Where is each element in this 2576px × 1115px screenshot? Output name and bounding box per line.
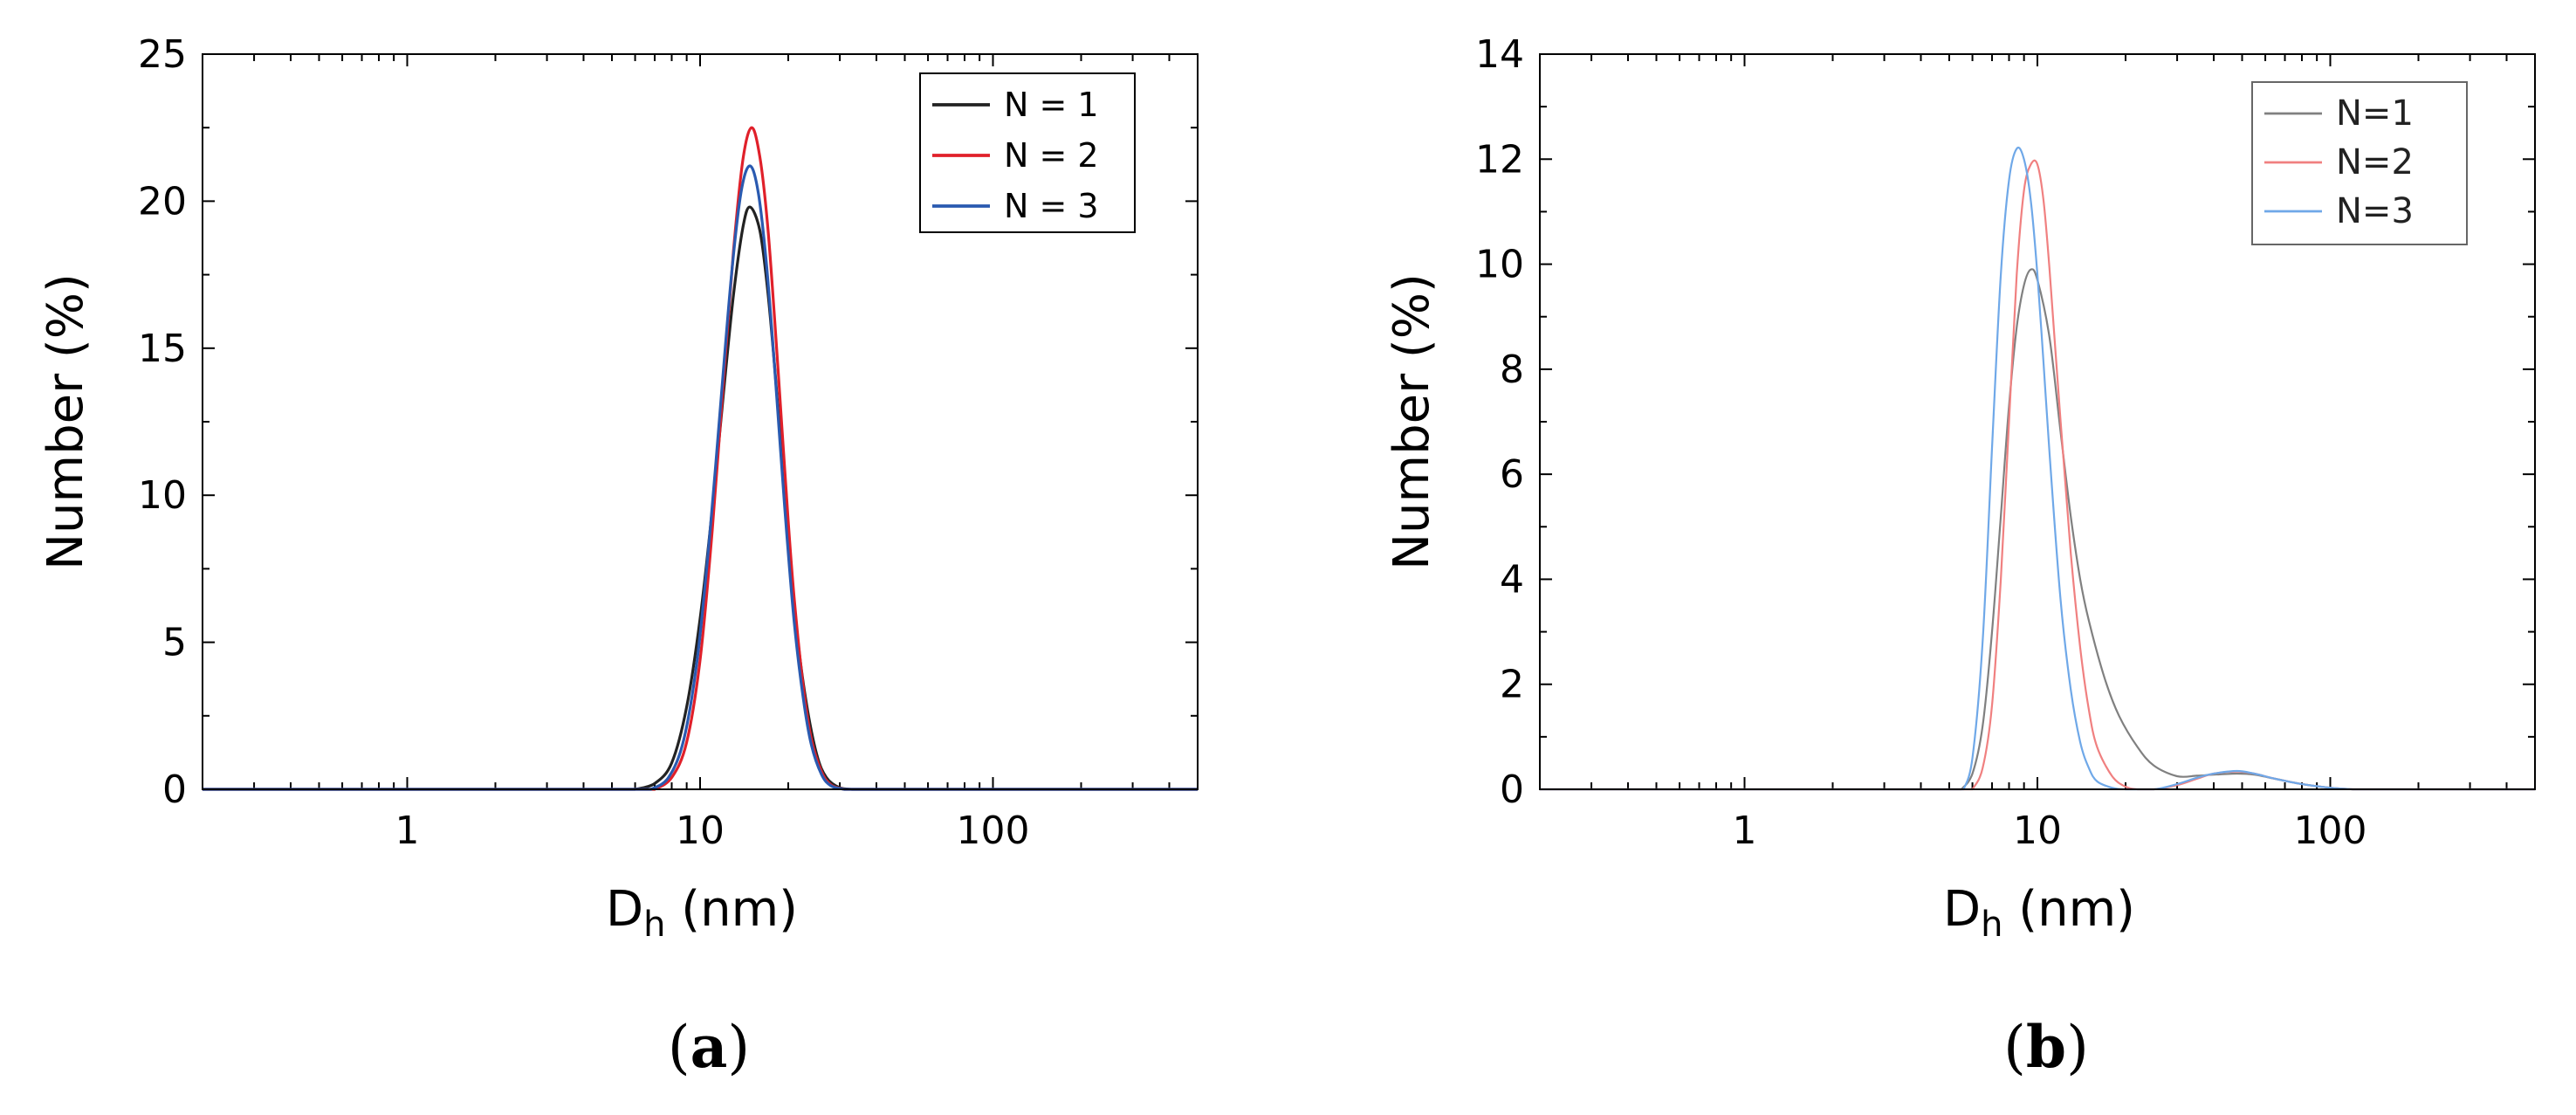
chart-a-panel-letter: a <box>690 1013 728 1081</box>
chart-a-x-axis-title-subscript: h <box>643 905 665 945</box>
chart-b-plot-frame <box>1539 53 2536 790</box>
chart-panel-b: 1 10 100 0 2 4 6 8 10 12 14 Number (%) Dh (nm) N=1… <box>1384 32 2536 1081</box>
chart-b-panel-letter: b <box>2026 1013 2066 1081</box>
x-tick-label: 100 <box>2294 809 2367 853</box>
chart-a-x-axis-title: Dh (nm) <box>606 881 798 945</box>
y-tick-label: 25 <box>138 32 187 77</box>
chart-a-legend: N = 1 N = 2 N = 3 <box>919 72 1136 233</box>
legend-entry-1: N=1 <box>2336 93 2414 134</box>
chart-a-tick-labels: 1 10 100 0 5 10 15 20 25 <box>138 32 1029 853</box>
chart-a-panel-paren-close: ) <box>727 1014 750 1081</box>
chart-b-x-axis-title-subscript: h <box>1981 905 2002 945</box>
chart-b-x-axis-title: Dh (nm) <box>1943 881 2135 945</box>
series-line-1 <box>203 205 1198 791</box>
y-tick-label: 20 <box>138 179 187 224</box>
chart-panel-a: 1 10 100 0 5 10 15 20 25 Number (%) Dh (nm) N = … <box>38 32 1199 1081</box>
chart-b-y-axis-title: Number (%) <box>1384 273 1440 570</box>
chart-a-x-axis-title-main: D <box>606 881 643 938</box>
y-tick-label: 4 <box>1500 557 1524 602</box>
chart-b-panel-paren-close: ) <box>2066 1014 2089 1081</box>
y-tick-label: 5 <box>162 621 187 665</box>
chart-b-tick-labels: 1 10 100 0 2 4 6 8 10 12 14 <box>1475 32 2366 853</box>
series-line-1 <box>1540 268 2535 791</box>
series-line-2 <box>1540 159 2535 791</box>
chart-a-x-axis-title-unit: (nm) <box>665 881 798 938</box>
y-tick-label: 8 <box>1500 348 1524 392</box>
y-tick-label: 10 <box>138 473 187 518</box>
x-tick-label: 1 <box>1733 809 1757 853</box>
y-tick-label: 12 <box>1475 137 1524 182</box>
series-line-3 <box>1540 146 2535 791</box>
chart-b-panel-label: (b) <box>2003 1013 2089 1081</box>
chart-b-panel-paren-open: ( <box>2003 1014 2026 1081</box>
chart-a-panel-paren-open: ( <box>668 1014 690 1081</box>
chart-a-plot-frame <box>202 53 1199 790</box>
x-tick-label: 100 <box>957 809 1030 853</box>
chart-b-legend: N=1 N=2 N=3 <box>2251 81 2468 245</box>
y-tick-label: 2 <box>1500 663 1524 707</box>
legend-entry-2: N=2 <box>2336 142 2414 182</box>
legend-entry-2: N = 2 <box>1004 136 1099 175</box>
chart-b-x-axis-title-main: D <box>1943 881 1981 938</box>
y-tick-label: 14 <box>1475 32 1524 77</box>
x-tick-label: 10 <box>676 809 725 853</box>
legend-entry-3: N = 3 <box>1004 187 1099 225</box>
x-tick-label: 1 <box>395 809 420 853</box>
x-tick-label: 10 <box>2013 809 2062 853</box>
chart-a-series <box>203 126 1198 791</box>
series-line-3 <box>203 164 1198 791</box>
chart-b-ticks <box>1539 53 2536 790</box>
legend-entry-1: N = 1 <box>1004 86 1099 124</box>
chart-b-x-axis-title-unit: (nm) <box>2002 881 2135 938</box>
chart-b-series <box>1540 146 2535 791</box>
chart-a-y-axis-title: Number (%) <box>38 273 94 570</box>
legend-entry-3: N=3 <box>2336 191 2414 231</box>
y-tick-label: 15 <box>138 327 187 371</box>
y-tick-label: 10 <box>1475 243 1524 287</box>
y-tick-label: 0 <box>1500 767 1524 812</box>
y-tick-label: 0 <box>162 767 187 812</box>
chart-a-panel-label: (a) <box>668 1013 750 1081</box>
y-tick-label: 6 <box>1500 452 1524 497</box>
